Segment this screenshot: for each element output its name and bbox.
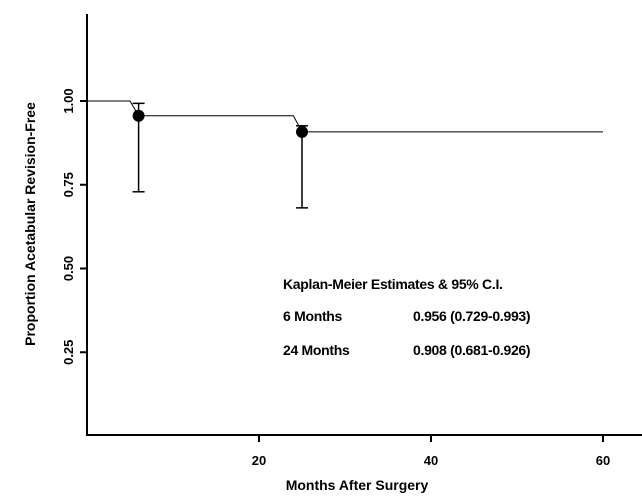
x-tick-label: 20 bbox=[252, 453, 266, 468]
estimate-point bbox=[132, 109, 145, 122]
y-tick-label: 1.00 bbox=[61, 88, 76, 113]
axes bbox=[86, 14, 642, 436]
y-axis-label: Proportion Acetabular Revision-Free bbox=[22, 102, 38, 346]
km-estimates-annotation: Kaplan-Meier Estimates & 95% C.I. 6 Mont… bbox=[283, 276, 531, 358]
annotation-row-6-label: 6 Months bbox=[283, 308, 343, 324]
estimate-point bbox=[296, 125, 308, 138]
annotation-row-24-label: 24 Months bbox=[283, 342, 350, 358]
x-tick-label: 40 bbox=[424, 453, 438, 468]
ticks bbox=[80, 100, 604, 442]
estimate-points bbox=[132, 109, 308, 138]
y-tick-label: 0.25 bbox=[61, 340, 76, 365]
y-tick-label: 0.75 bbox=[61, 172, 76, 197]
km-survival-curve bbox=[87, 100, 603, 133]
km-curve-layer bbox=[87, 100, 603, 133]
error-bars bbox=[132, 102, 308, 209]
annotation-row-24-value: 0.908 (0.681-0.926) bbox=[413, 342, 530, 358]
tick-labels: 20 40 60 0.25 0.50 0.75 1.00 bbox=[61, 88, 610, 468]
annotation-title: Kaplan-Meier Estimates & 95% C.I. bbox=[283, 276, 503, 292]
annotation-row-6-value: 0.956 (0.729-0.993) bbox=[413, 308, 530, 324]
x-tick-label: 60 bbox=[596, 453, 610, 468]
y-tick-label: 0.50 bbox=[61, 256, 76, 281]
x-axis-label: Months After Surgery bbox=[286, 477, 429, 493]
